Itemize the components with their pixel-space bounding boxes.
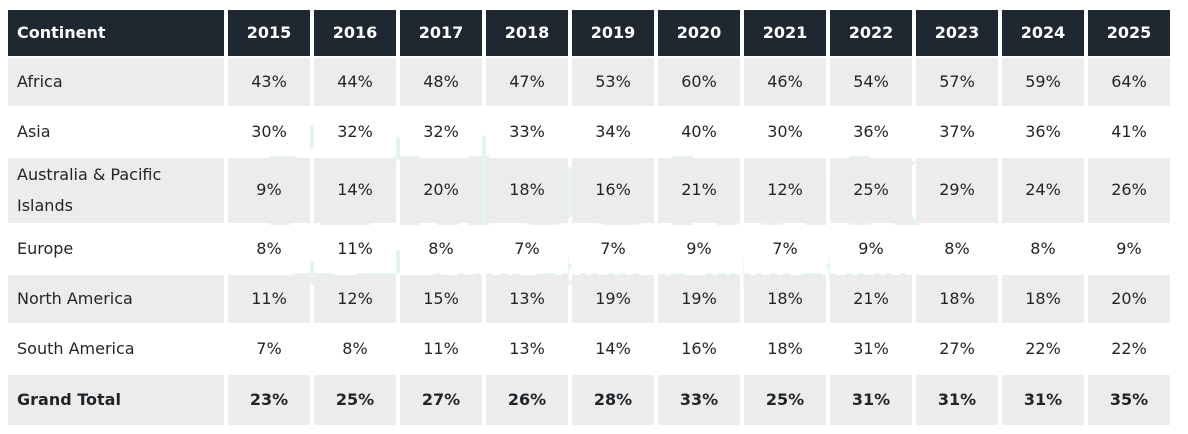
table-cell: 54% [830,58,912,106]
column-header-year: 2020 [658,10,740,56]
table-cell: 7% [486,225,568,273]
table-cell: 41% [1088,108,1170,156]
row-label: Grand Total [8,375,224,425]
table-cell: 22% [1002,325,1084,373]
table-cell: 33% [486,108,568,156]
table-cell: 14% [572,325,654,373]
table-cell: 12% [744,158,826,223]
table-cell: 34% [572,108,654,156]
column-header-year: 2024 [1002,10,1084,56]
table-cell: 25% [314,375,396,425]
table-cell: 31% [1002,375,1084,425]
row-label: Asia [8,108,224,156]
row-label: Australia & Pacific Islands [8,158,224,223]
table-cell: 7% [572,225,654,273]
column-header-year: 2017 [400,10,482,56]
table-cell: 28% [572,375,654,425]
table-cell: 31% [830,325,912,373]
table-cell: 16% [658,325,740,373]
table-cell: 29% [916,158,998,223]
column-header-year: 2022 [830,10,912,56]
column-header-year: 2018 [486,10,568,56]
table-cell: 46% [744,58,826,106]
table-cell: 59% [1002,58,1084,106]
row-label: North America [8,275,224,323]
table-cell: 22% [1088,325,1170,373]
table-cell: 40% [658,108,740,156]
table-cell: 27% [400,375,482,425]
data-table: Continent 2015 2016 2017 2018 2019 2020 2021 202… [8,10,1180,425]
table-cell: 53% [572,58,654,106]
table-cell: 11% [314,225,396,273]
table-cell: 8% [400,225,482,273]
table-cell: 26% [486,375,568,425]
table-cell: 24% [1002,158,1084,223]
table-cell: 60% [658,58,740,106]
table-cell: 27% [916,325,998,373]
table-cell: 9% [228,158,310,223]
table-cell: 7% [744,225,826,273]
column-header-year: 2016 [314,10,396,56]
column-header-year: 2023 [916,10,998,56]
table-cell: 19% [572,275,654,323]
table-cell: 36% [830,108,912,156]
table-cell: 35% [1088,375,1170,425]
column-header-year: 2019 [572,10,654,56]
table-cell: 13% [486,325,568,373]
table-cell: 57% [916,58,998,106]
table-cell: 9% [1088,225,1170,273]
table-cell: 11% [400,325,482,373]
table-cell: 18% [916,275,998,323]
table-cell: 18% [486,158,568,223]
table-cell: 8% [916,225,998,273]
table-cell: 25% [830,158,912,223]
table-cell: 31% [830,375,912,425]
column-header-year: 2015 [228,10,310,56]
table-cell: 13% [486,275,568,323]
row-label: Europe [8,225,224,273]
table-cell: 47% [486,58,568,106]
table-cell: 21% [830,275,912,323]
table-cell: 43% [228,58,310,106]
table-cell: 23% [228,375,310,425]
table-cell: 12% [314,275,396,323]
table-cell: 7% [228,325,310,373]
table-cell: 31% [916,375,998,425]
row-label: Africa [8,58,224,106]
row-label: South America [8,325,224,373]
table-cell: 33% [658,375,740,425]
table-cell: 48% [400,58,482,106]
table-cell: 18% [744,275,826,323]
table-cell: 44% [314,58,396,106]
table-cell: 8% [314,325,396,373]
table-cell: 25% [744,375,826,425]
column-header-year: 2025 [1088,10,1170,56]
table-cell: 18% [744,325,826,373]
table-cell: 8% [1002,225,1084,273]
table-cell: 36% [1002,108,1084,156]
column-header-year: 2021 [744,10,826,56]
table-cell: 15% [400,275,482,323]
table-cell: 9% [830,225,912,273]
table-cell: 18% [1002,275,1084,323]
table-cell: 20% [1088,275,1170,323]
table-cell: 19% [658,275,740,323]
table-cell: 64% [1088,58,1170,106]
table-cell: 30% [744,108,826,156]
table-cell: 9% [658,225,740,273]
table-cell: 26% [1088,158,1170,223]
table-cell: 37% [916,108,998,156]
table-cell: 30% [228,108,310,156]
table-cell: 8% [228,225,310,273]
table-cell: 32% [314,108,396,156]
column-header-continent: Continent [8,10,224,56]
table-cell: 14% [314,158,396,223]
table-cell: 11% [228,275,310,323]
table-cell: 21% [658,158,740,223]
table-cell: 16% [572,158,654,223]
table-cell: 32% [400,108,482,156]
table-cell: 20% [400,158,482,223]
